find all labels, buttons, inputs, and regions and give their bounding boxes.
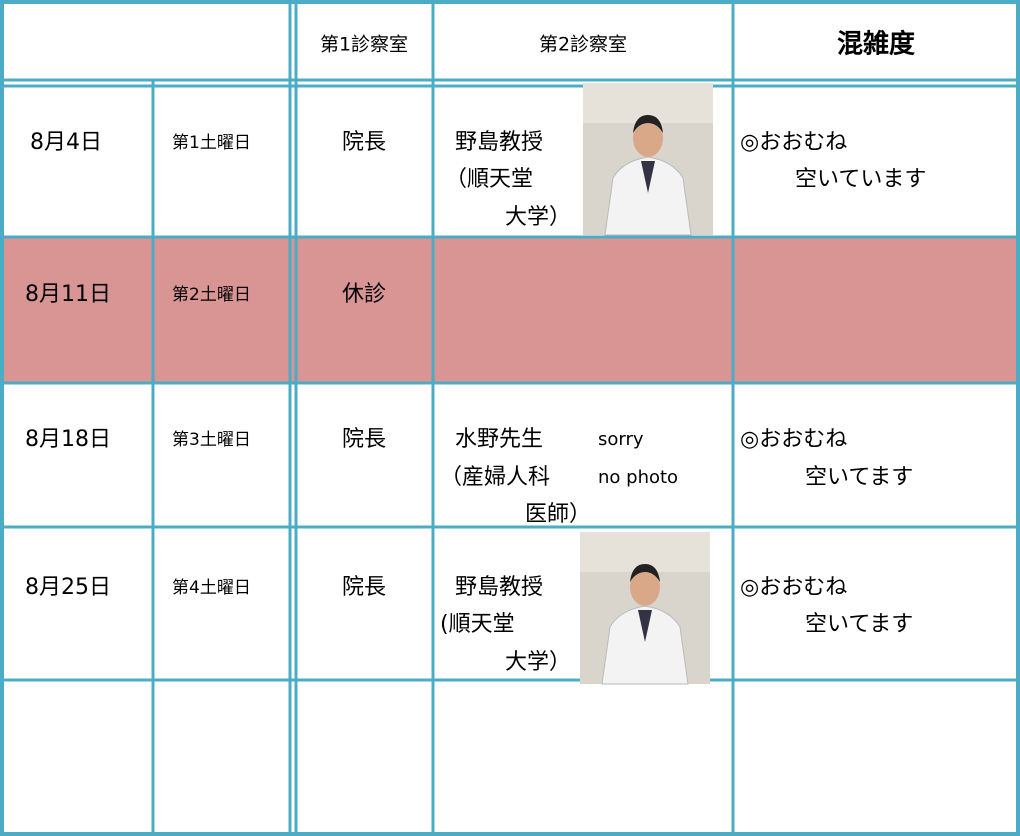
weekday: 第3土曜日 (172, 430, 251, 450)
weekday: 第4土曜日 (172, 578, 251, 598)
room2-line: (順天堂 (440, 612, 515, 637)
congestion-line: ◎おおむね (740, 575, 847, 600)
weekday: 第1土曜日 (172, 133, 251, 153)
photo-note: sorry (598, 429, 644, 450)
congestion-line: ◎おおむね (740, 130, 847, 155)
date: 8月4日 (30, 130, 102, 155)
room1: 院長 (342, 427, 386, 452)
header-cell: 第2診察室 (539, 34, 627, 56)
room2-line: 野島教授 (455, 575, 543, 600)
date: 8月18日 (25, 427, 111, 452)
room1: 休診 (342, 282, 386, 307)
photo-note: no photo (598, 467, 678, 488)
room2-line: （産婦人科 (440, 465, 550, 490)
room1: 院長 (342, 575, 386, 600)
doctor-photo (582, 82, 714, 236)
congestion-line: 空いてます (805, 612, 913, 637)
header-cell: 第1診察室 (320, 34, 408, 56)
congestion-line: 空いてます (805, 465, 913, 490)
room2-line: 大学） (505, 205, 571, 230)
weekday: 第2土曜日 (172, 285, 251, 305)
date: 8月11日 (25, 282, 111, 307)
room2-line: 水野先生 (455, 427, 543, 452)
room2-line: （順天堂 (445, 167, 533, 192)
room2-line: 医師） (525, 502, 591, 527)
room1: 院長 (342, 130, 386, 155)
header-cell: 混雑度 (837, 29, 915, 60)
congestion-line: 空いています (795, 167, 926, 192)
date: 8月25日 (25, 575, 111, 600)
holiday-row-bg (0, 237, 1020, 383)
congestion-line: ◎おおむね (740, 427, 847, 452)
doctor-photo (579, 531, 711, 685)
room2-line: 大学） (505, 650, 571, 675)
room2-line: 野島教授 (455, 130, 543, 155)
